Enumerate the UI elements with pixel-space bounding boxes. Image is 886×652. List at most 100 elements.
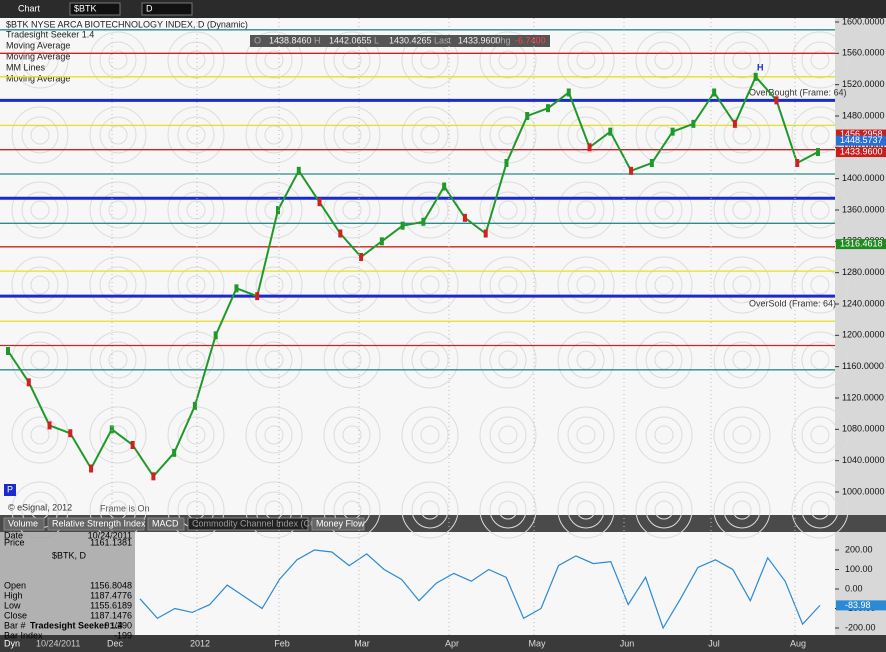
quote-value: -6.7400 (515, 35, 546, 45)
ring (489, 341, 527, 379)
ring (723, 341, 761, 379)
candle (68, 429, 73, 438)
ring (186, 425, 206, 445)
ring (576, 425, 596, 445)
cci-panel (0, 532, 835, 635)
ring (489, 266, 527, 304)
ring (245, 406, 303, 464)
candle (379, 237, 384, 246)
interval[interactable]: D (146, 3, 153, 13)
time-label: Aug (790, 638, 806, 648)
ring (567, 266, 605, 304)
price-tick-label: 1440.0000 (842, 142, 885, 152)
ring (333, 416, 371, 454)
ring (411, 116, 449, 154)
quote-box (250, 35, 550, 47)
ring (489, 416, 527, 454)
ring (99, 416, 137, 454)
data-window-key: Bar Index (4, 630, 43, 640)
ring (645, 266, 683, 304)
ring (342, 200, 362, 220)
quote-value: 1442.0655 (329, 35, 372, 45)
candle (296, 166, 301, 175)
ring (177, 416, 215, 454)
ring (342, 425, 362, 445)
data-window-footer: Tradesight Seeker 1.4 (30, 620, 123, 630)
dyn-label[interactable]: Dyn (4, 638, 20, 648)
candle (276, 206, 280, 214)
ring (479, 331, 537, 389)
ring (635, 106, 693, 164)
ring (557, 331, 615, 389)
ring (401, 331, 459, 389)
ring (99, 116, 137, 154)
ring (723, 491, 761, 529)
ring (323, 31, 381, 89)
candle (130, 441, 135, 449)
p-box (4, 484, 16, 496)
ring (11, 106, 69, 164)
ring (177, 191, 215, 229)
data-window (0, 532, 135, 635)
ring (30, 350, 50, 370)
ring (89, 406, 147, 464)
ring (323, 331, 381, 389)
ring (342, 50, 362, 70)
price-tick-label: 1200.0000 (842, 330, 885, 340)
tab-label: Commodity Channel Index (CCI) (192, 518, 322, 528)
ring (713, 481, 771, 539)
price-tick-label: 1360.0000 (842, 204, 885, 214)
data-window-value: 10/24/2011 (88, 530, 132, 540)
ring (342, 350, 362, 370)
ring (245, 331, 303, 389)
quote-label: H (314, 35, 321, 45)
candle (192, 401, 197, 410)
symbol[interactable]: $BTK (74, 3, 97, 13)
price-tick-label: 1400.0000 (842, 173, 885, 183)
ring (401, 481, 459, 539)
app-label[interactable]: Chart (18, 3, 41, 13)
ring (245, 31, 303, 89)
ring (791, 406, 849, 464)
ring (567, 191, 605, 229)
ring (654, 200, 674, 220)
ring (401, 31, 459, 89)
ring (801, 41, 839, 79)
data-window-key: Price (4, 537, 25, 547)
price-tick-label: 1120.0000 (842, 392, 884, 402)
price-line (7, 74, 819, 478)
toolbar (0, 0, 886, 18)
candle (400, 221, 405, 230)
ring (498, 275, 518, 295)
ring (713, 406, 771, 464)
ring (713, 181, 771, 239)
ring (801, 491, 839, 529)
ring (654, 275, 674, 295)
interval-box[interactable] (141, 2, 193, 16)
ring (557, 106, 615, 164)
peak-marker: H (757, 62, 764, 72)
ring (401, 181, 459, 239)
data-window-value: 1187.1476 (90, 610, 132, 620)
symbol-box[interactable] (69, 2, 121, 16)
ring (323, 481, 381, 539)
candle (213, 331, 218, 340)
data-window-value: 1187.4776 (90, 590, 132, 600)
candle (47, 421, 52, 430)
ring (245, 106, 303, 164)
quote-value: 1433.9600 (458, 35, 501, 45)
data-window-key: Bar # (4, 620, 26, 630)
price-tick-label: 1080.0000 (842, 424, 885, 434)
data-window-value: 1155.6189 (90, 600, 132, 610)
ring (264, 350, 284, 370)
ring (479, 31, 537, 89)
background-pattern (11, 31, 849, 539)
price-tick-label: 1240.0000 (842, 298, 885, 308)
ring (333, 116, 371, 154)
p-label: P (7, 484, 13, 494)
time-label: Apr (445, 638, 459, 648)
ring (21, 41, 59, 79)
ring (401, 106, 459, 164)
price-tick-label: 1040.0000 (842, 455, 885, 465)
ring (645, 416, 683, 454)
